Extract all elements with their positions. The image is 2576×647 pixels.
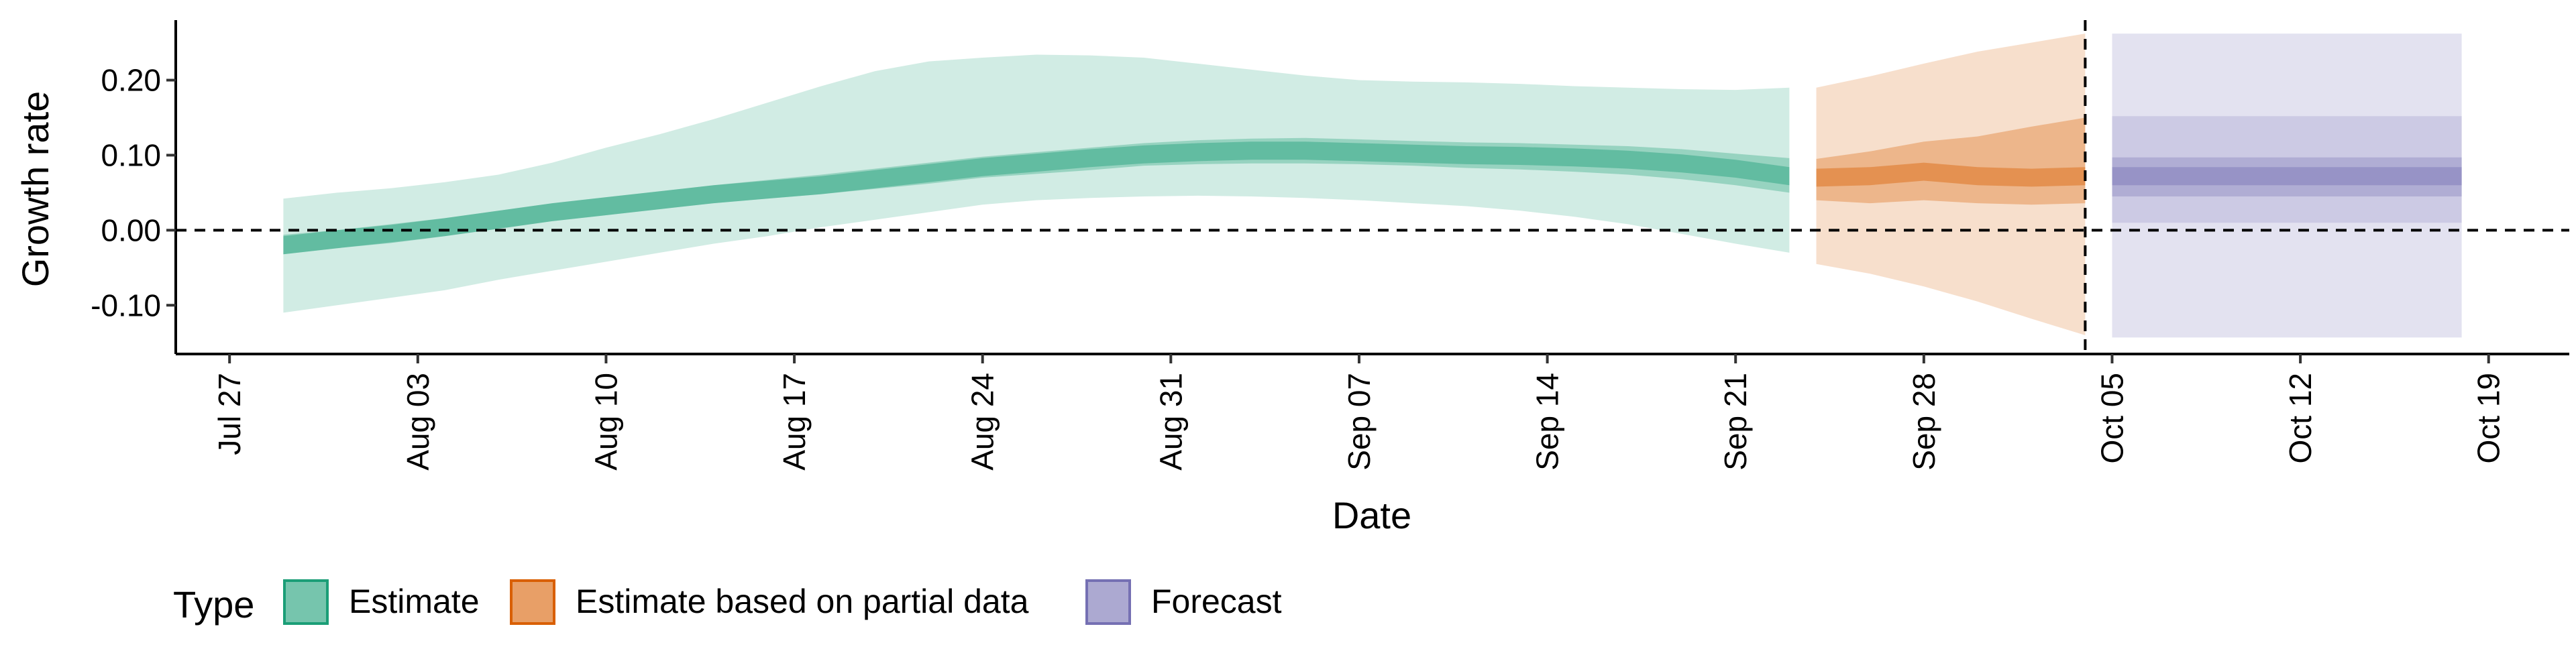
x-tick-label: Aug 10 [588,373,623,471]
x-tick-label: Sep 28 [1907,373,1941,471]
x-tick-label: Aug 03 [400,373,435,471]
legend-label: Estimate based on partial data [576,583,1029,620]
y-tick-label: 0.20 [101,63,161,98]
x-tick-label: Sep 21 [1718,373,1753,471]
legend-item: Estimate based on partial data [510,579,1029,625]
x-axis-title: Date [1332,494,1411,536]
y-tick-label: 0.10 [101,137,161,172]
legend-item: Estimate [283,579,480,625]
x-tick-label: Sep 07 [1342,373,1377,471]
legend-swatch [283,579,329,625]
x-tick-label: Jul 27 [212,373,247,455]
forecast-50-band [2112,157,2462,196]
estimate-based-on-partial-data-median-band [1816,162,2086,187]
y-axis-title: Growth rate [14,91,56,288]
legend-label: Forecast [1151,583,1282,620]
estimate-90-band [283,54,1790,313]
estimate-based-on-partial-data-90-band [1816,34,2086,335]
x-tick-label: Oct 12 [2283,373,2318,464]
y-tick-label: -0.10 [91,288,161,322]
legend-items: Estimate Estimate based on partial data Fo… [283,579,1282,625]
legend-swatch [510,579,555,625]
x-tick-label: Sep 14 [1530,373,1565,471]
x-tick-label: Aug 31 [1153,373,1188,471]
x-tick-label: Oct 05 [2094,373,2129,464]
forecast-outer-band [2112,34,2462,338]
y-tick-label: 0.00 [101,213,161,247]
legend-swatch [1085,579,1131,625]
estimate-50-band [283,137,1790,255]
axes-layer: -0.10 0.00 0.10 0.20 Jul 27 Aug 03 Aug 10 Aug 1… [91,20,2569,471]
forecast-median-band [2112,167,2462,186]
bands-layer [283,34,2462,338]
legend: Type Estimate Estimate based on partial d… [173,579,1282,626]
legend-item: Forecast [1085,579,1282,625]
legend-title: Type [173,583,254,626]
forecast-90-band [2112,116,2462,223]
estimate-based-on-partial-data-50-band [1816,117,2086,205]
estimate-median-band [283,141,1790,255]
legend-label: Estimate [349,583,480,620]
x-tick-label: Aug 17 [777,373,812,471]
x-tick-label: Aug 24 [965,373,1000,471]
reference-lines-layer [176,20,2569,354]
x-tick-label: Oct 19 [2471,373,2506,464]
